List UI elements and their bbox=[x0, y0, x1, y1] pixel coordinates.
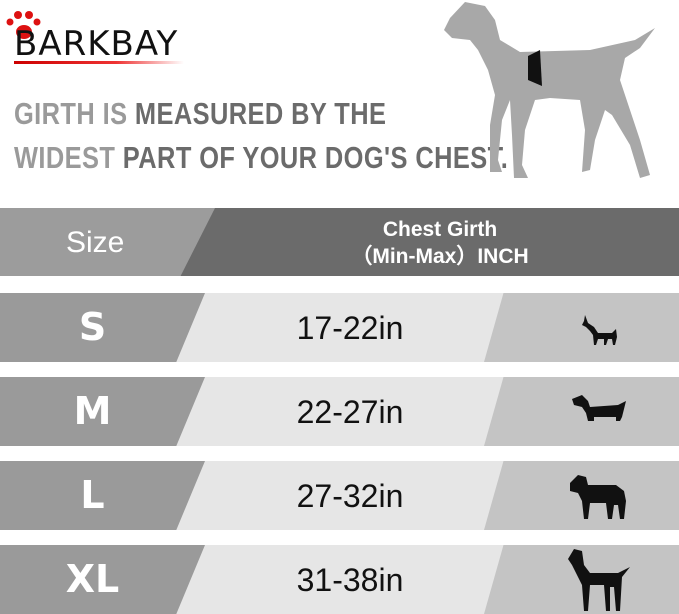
chihuahua-icon bbox=[582, 315, 617, 345]
icon-cell bbox=[484, 293, 679, 362]
paw-icon bbox=[6, 11, 41, 39]
table-row: L 27-32in bbox=[0, 461, 679, 530]
headline-line-1: GIRTH IS MEASURED BY THE bbox=[14, 96, 386, 132]
size-label: L bbox=[80, 473, 105, 517]
girth-value: 22-27in bbox=[296, 394, 404, 430]
header-girth-line1: Chest Girth bbox=[382, 218, 498, 241]
headline-line-2: WIDEST PART OF YOUR DOG'S CHEST. bbox=[14, 140, 508, 176]
labrador-icon bbox=[570, 475, 626, 519]
headline-text: GIRTH IS bbox=[14, 96, 128, 131]
headline-text: PART OF YOUR DOG'S CHEST. bbox=[122, 140, 509, 175]
size-cell bbox=[0, 545, 205, 614]
size-cell bbox=[0, 293, 205, 362]
girth-value: 27-32in bbox=[296, 478, 404, 514]
icon-cell bbox=[484, 377, 679, 446]
header-size: Size bbox=[66, 226, 125, 259]
great-dane-icon bbox=[568, 549, 630, 611]
girth-value: 17-22in bbox=[296, 310, 404, 346]
headline-text: WIDEST bbox=[14, 140, 116, 175]
brand-logo: BARKBAY bbox=[14, 24, 179, 64]
dog-measurement-illustration bbox=[444, 2, 655, 178]
header-chest-girth: Chest Girth （Min-Max）INCH bbox=[300, 216, 580, 270]
table-header: Size Chest Girth （Min-Max）INCH bbox=[0, 208, 679, 276]
size-cell bbox=[0, 461, 205, 530]
table-row: M 22-27in bbox=[0, 377, 679, 446]
header-girth-line2: （Min-Max）INCH bbox=[351, 245, 529, 268]
table-row: XL 31-38in bbox=[0, 545, 679, 614]
logo-underline bbox=[14, 61, 184, 64]
size-cell bbox=[0, 377, 205, 446]
table-row: S 17-22in bbox=[0, 293, 679, 362]
size-label: S bbox=[78, 305, 107, 349]
header-size-cell bbox=[0, 208, 215, 276]
headline-text: MEASURED BY THE bbox=[134, 96, 387, 131]
girth-value: 31-38in bbox=[296, 562, 404, 598]
size-label: XL bbox=[65, 557, 120, 601]
size-label: M bbox=[73, 389, 112, 433]
dachshund-icon bbox=[572, 395, 626, 421]
